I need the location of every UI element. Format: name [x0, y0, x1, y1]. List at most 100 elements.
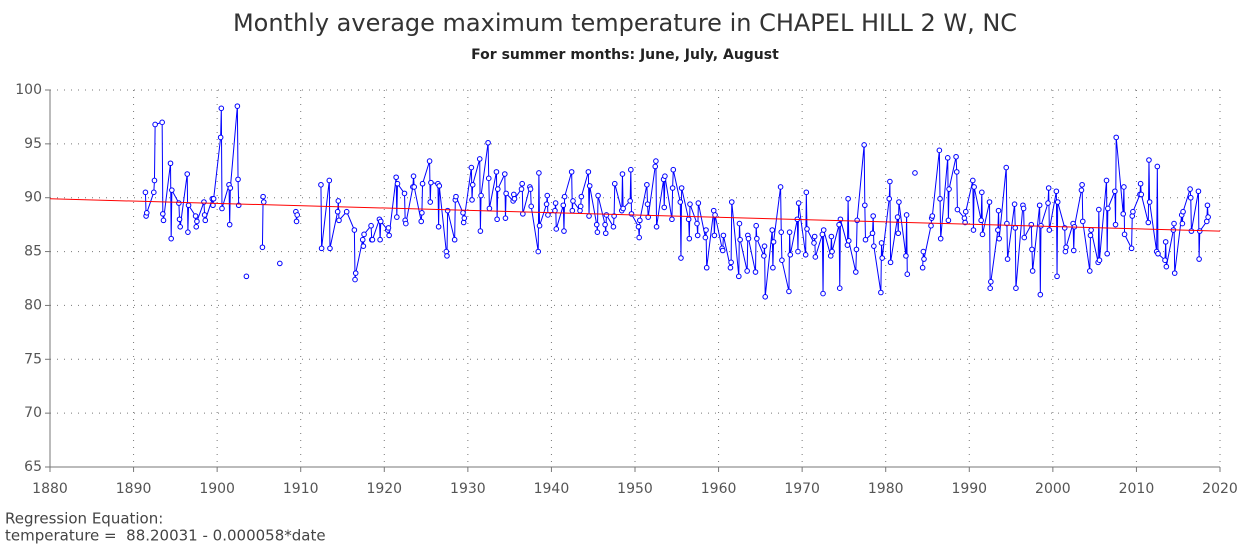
point [753, 222, 759, 229]
point [645, 214, 652, 220]
point [727, 264, 734, 271]
point [1086, 268, 1093, 274]
point [160, 217, 167, 224]
point [444, 207, 451, 214]
point [352, 270, 359, 276]
point [903, 212, 910, 218]
point [142, 189, 149, 196]
point [469, 181, 476, 188]
point [561, 228, 567, 234]
point [695, 200, 702, 206]
point [637, 217, 643, 224]
point [828, 233, 835, 240]
point [728, 259, 734, 266]
point [543, 201, 550, 207]
point [451, 236, 458, 243]
point [1079, 181, 1085, 188]
point [419, 209, 425, 216]
point [1128, 245, 1135, 252]
point [478, 192, 484, 199]
point [862, 236, 869, 243]
point [185, 202, 192, 209]
point [202, 217, 209, 224]
point [494, 216, 500, 223]
point [234, 103, 241, 109]
point [460, 209, 466, 216]
point [560, 202, 567, 209]
point [752, 269, 759, 275]
point [494, 186, 501, 192]
point [702, 234, 709, 241]
point [711, 232, 718, 239]
point [143, 209, 150, 216]
point [852, 269, 859, 275]
point [754, 235, 760, 242]
point [260, 193, 266, 200]
point [1179, 220, 1186, 227]
x-tick-label: 1990 [951, 481, 987, 497]
point [979, 231, 986, 238]
point [786, 288, 792, 295]
point [368, 222, 374, 229]
point [377, 236, 383, 243]
point [703, 227, 709, 233]
point [569, 207, 576, 214]
point [544, 192, 551, 199]
point [735, 273, 742, 280]
point [953, 169, 960, 175]
point [1188, 228, 1195, 234]
point [686, 235, 693, 242]
point [570, 198, 576, 204]
point [802, 252, 809, 258]
point [568, 169, 575, 175]
point [334, 208, 341, 215]
x-tick-label: 1940 [534, 481, 570, 497]
point [937, 235, 944, 242]
point [377, 218, 384, 225]
point [401, 190, 408, 197]
point [644, 181, 650, 188]
y-tick-label: 85 [24, 244, 42, 260]
point [545, 212, 551, 218]
point [670, 166, 677, 173]
point [685, 216, 692, 223]
point [928, 222, 934, 229]
point [394, 214, 400, 220]
y-tick-label: 80 [24, 297, 42, 313]
point [201, 199, 207, 205]
point [1029, 246, 1035, 253]
point [160, 211, 166, 217]
y-tick-label: 70 [24, 405, 42, 421]
point [653, 223, 660, 230]
point [427, 199, 434, 205]
point [486, 205, 493, 212]
point [585, 169, 592, 175]
point [351, 227, 358, 233]
point [921, 256, 927, 262]
point [1171, 270, 1178, 276]
point [1138, 191, 1145, 198]
point [369, 236, 376, 243]
point [343, 208, 350, 215]
point [919, 264, 926, 271]
point [410, 173, 417, 179]
point [887, 259, 894, 266]
point [602, 230, 609, 237]
point [878, 289, 884, 296]
point [411, 184, 418, 190]
point [879, 255, 886, 261]
point [218, 105, 225, 112]
point [611, 180, 618, 187]
point [1087, 232, 1094, 239]
point [1012, 225, 1019, 231]
point [235, 176, 241, 183]
point [527, 186, 534, 192]
point [836, 221, 842, 228]
point [1146, 157, 1152, 163]
point [1036, 202, 1043, 209]
point [493, 169, 500, 175]
regression-label: Regression Equation: [5, 510, 163, 528]
point [895, 230, 902, 237]
point [719, 247, 726, 254]
point [804, 226, 810, 232]
